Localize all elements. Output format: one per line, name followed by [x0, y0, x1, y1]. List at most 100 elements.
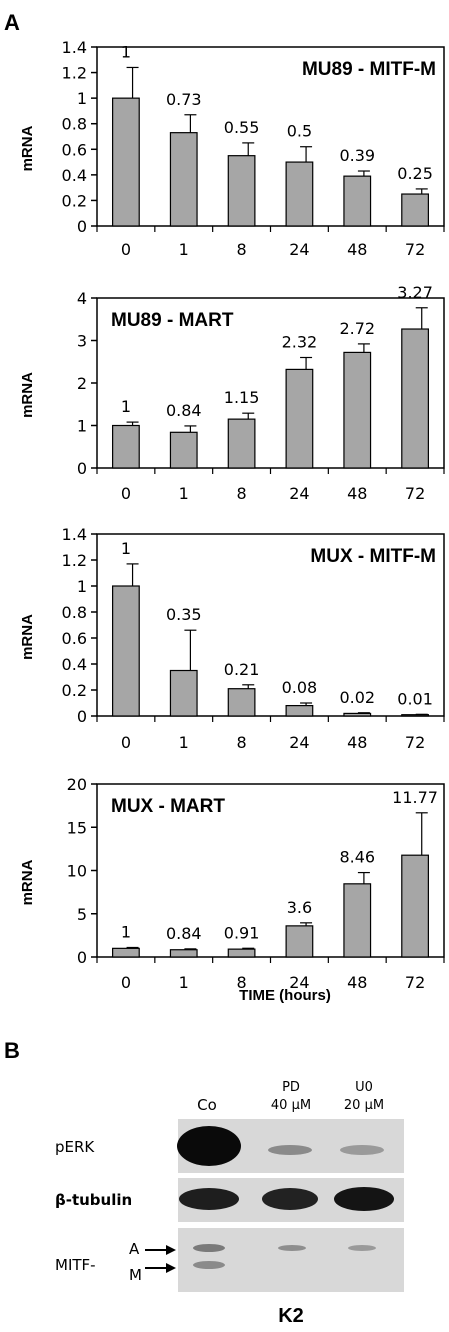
- chart4-data-label: 11.77: [392, 788, 438, 807]
- chart1-ytick-label: 0.4: [62, 166, 87, 185]
- chart2-title: MU89 - MART: [111, 310, 234, 331]
- panel-b-label: B: [4, 1038, 20, 1063]
- blot-row-tubulin: β-tubulin: [55, 1191, 132, 1209]
- chart4-xtick-label: 0: [121, 973, 131, 992]
- chart3-ytick-label: 1.4: [62, 525, 87, 544]
- chart2-bar: [285, 368, 314, 469]
- chart3-bar: [112, 585, 140, 717]
- chart3-xtick-label: 0: [121, 733, 131, 752]
- chart1-bar: [112, 97, 140, 227]
- chart2-data-label: 2.72: [339, 319, 375, 338]
- chart2-ytick-label: 2: [77, 374, 87, 393]
- band-perk-u0: [340, 1145, 384, 1155]
- chart-mux-mart: 05101520mRNA100.8410.9183.6248.464811.77…: [19, 775, 445, 992]
- isoform-m-label: M: [129, 1266, 142, 1284]
- chart3-xtick-label: 8: [236, 733, 246, 752]
- chart2-bar: [343, 351, 372, 469]
- chart4-xtick-label: 48: [347, 973, 367, 992]
- chart4-xtick-label: 8: [236, 973, 246, 992]
- chart4-data-label: 0.91: [224, 923, 260, 942]
- chart1-bar: [401, 193, 429, 227]
- chart4-ytick-label: 15: [67, 818, 87, 837]
- band-mitf-m-co: [193, 1261, 225, 1269]
- chart2-bar: [401, 328, 429, 469]
- chart3-ytick-label: 1.2: [62, 551, 87, 570]
- chart1-xtick-label: 0: [121, 240, 131, 259]
- chart4-bar: [227, 948, 256, 958]
- chart1-data-label: 1: [121, 42, 131, 61]
- chart1-bar: [169, 132, 198, 227]
- chart-mu89-mart: 0 1 2 3 4 mRNA 1 0 0.84 1 1.15 8 2.32 24 2.72 48 3.27 72 M…: [19, 283, 445, 503]
- chart2-xtick-label: 0: [121, 484, 131, 503]
- arrow-icon-m: [145, 1263, 176, 1273]
- blot-col-u0: U0: [355, 1080, 373, 1095]
- chart1-ytick-label: 0: [77, 217, 87, 236]
- chart1-ytick-label: 1.4: [62, 38, 87, 57]
- chart2-bar: [112, 424, 140, 469]
- chart-mux-mitf-m: 0 0.2 0.4 0.6 0.8 1 1.2 1.4 mRNA 1 0 0.35 1 0.21 8 0.08…: [19, 525, 445, 752]
- chart1-data-label: 0.39: [339, 146, 375, 165]
- isoform-a-label: A: [129, 1240, 140, 1258]
- chart4-xtick-label: 1: [179, 973, 189, 992]
- chart3-data-label: 1: [121, 539, 131, 558]
- arrow-icon-a: [145, 1245, 176, 1255]
- chart4-data-label: 8.46: [339, 848, 375, 867]
- chart1-ytick-label: 1: [77, 89, 87, 108]
- chart4-xtick-label: 24: [289, 973, 309, 992]
- chart2-data-label: 1.15: [224, 388, 260, 407]
- chart2-ytick-label: 0: [77, 459, 87, 478]
- chart2-ylabel: mRNA: [19, 372, 36, 418]
- blot-col-u0-conc: 20 µM: [344, 1098, 384, 1113]
- chart3-xtick-label: 72: [405, 733, 425, 752]
- chart4-bar: [401, 854, 429, 958]
- chart1-xtick-label: 48: [347, 240, 367, 259]
- chart4-data-label: 1: [121, 922, 131, 941]
- chart1-ylabel: mRNA: [19, 125, 36, 171]
- chart2-xtick-label: 72: [405, 484, 425, 503]
- western-blot: Co PD 40 µM U0 20 µM pERK β-tubulin MITF…: [55, 1080, 404, 1327]
- chart3-bar: [401, 714, 429, 717]
- band-mitf-a-u0: [348, 1245, 376, 1251]
- chart2-xtick-label: 1: [179, 484, 189, 503]
- chart4-bar: [285, 925, 314, 958]
- chart4-ytick-label: 10: [67, 862, 87, 881]
- chart3-ylabel: mRNA: [19, 614, 36, 660]
- chart3-ytick-label: 0.4: [62, 655, 87, 674]
- chart4-data-label: 0.84: [166, 924, 202, 943]
- blot-row-mitf: MITF-: [55, 1256, 96, 1274]
- chart4-xtick-label: 72: [405, 973, 425, 992]
- chart1-ytick-label: 0.8: [62, 115, 87, 134]
- chart3-ytick-label: 0: [77, 707, 87, 726]
- chart2-xtick-label: 8: [236, 484, 246, 503]
- band-tubulin-u0: [334, 1187, 394, 1211]
- chart3-bar: [343, 712, 372, 717]
- panel-a-label: A: [4, 10, 20, 35]
- x-axis-title: TIME (hours): [239, 987, 331, 1004]
- chart4-bar: [112, 947, 140, 958]
- chart3-data-label: 0.35: [166, 605, 202, 624]
- chart2-bar: [227, 418, 256, 469]
- chart4-bar: [169, 949, 198, 958]
- chart1-xtick-label: 24: [289, 240, 309, 259]
- chart1-bar: [343, 175, 372, 227]
- chart3-data-label: 0.08: [282, 678, 318, 697]
- chart1-ytick-label: 0.2: [62, 191, 87, 210]
- band-tubulin-pd: [262, 1188, 318, 1210]
- chart2-data-label: 1: [121, 397, 131, 416]
- chart1-data-label: 0.55: [224, 118, 260, 137]
- chart3-xtick-label: 24: [289, 733, 309, 752]
- chart4-bar: [343, 883, 372, 958]
- chart3-bar: [285, 704, 314, 717]
- chart4-ytick-label: 20: [67, 775, 87, 794]
- band-perk-co: [177, 1126, 241, 1166]
- chart1-bar: [227, 155, 256, 227]
- chart4-ylabel: mRNA: [19, 859, 36, 905]
- chart2-ytick-label: 4: [77, 289, 87, 308]
- chart3-xtick-label: 1: [179, 733, 189, 752]
- chart1-data-label: 0.25: [397, 164, 433, 183]
- blot-col-pd-conc: 40 µM: [271, 1098, 311, 1113]
- chart3-bar: [169, 669, 198, 717]
- chart4-ytick-label: 0: [77, 948, 87, 967]
- chart3-xtick-label: 48: [347, 733, 367, 752]
